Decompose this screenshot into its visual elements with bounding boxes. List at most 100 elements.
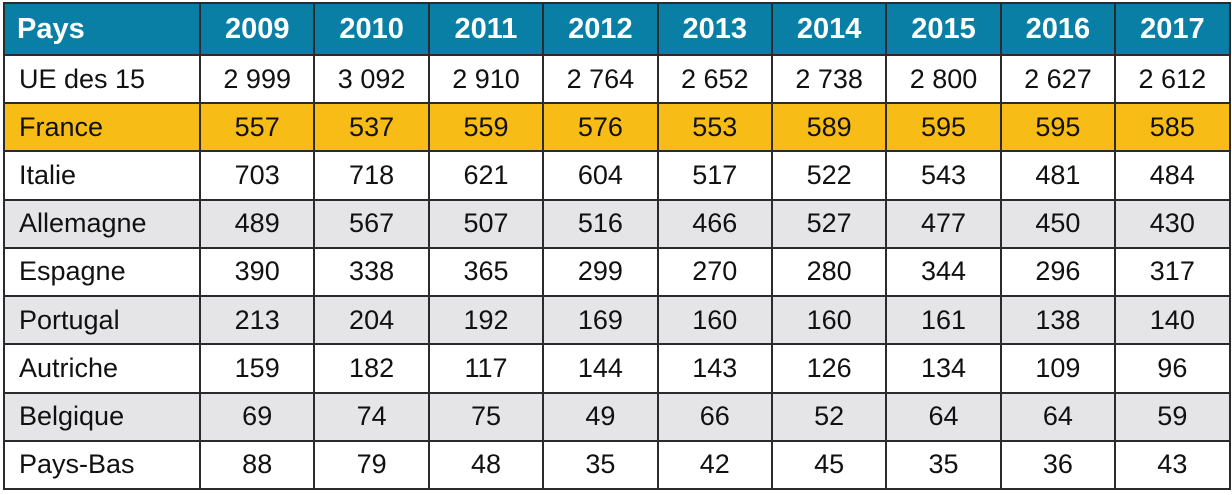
value-cell: 477	[885, 198, 1002, 249]
value-cell: 517	[656, 150, 773, 201]
value-cell: 537	[313, 102, 430, 153]
value-cell: 576	[542, 102, 659, 153]
value-cell: 280	[770, 246, 888, 298]
value-cell: 338	[313, 246, 430, 298]
value-cell: 567	[313, 198, 430, 249]
value-cell: 2 910	[427, 53, 545, 105]
table-row-highlighted: France 557 537 559 576 553 589 595 595 5…	[3, 102, 1231, 153]
column-header-year: 2011	[427, 2, 545, 56]
value-cell: 595	[885, 102, 1002, 153]
column-header-year: 2013	[656, 2, 773, 56]
country-cell: Autriche	[3, 343, 201, 394]
value-cell: 52	[770, 391, 888, 442]
country-cell: Espagne	[3, 246, 201, 298]
country-year-table: Pays 2009 2010 2011 2012 2013 2014 2015 …	[3, 2, 1231, 491]
value-cell: 589	[770, 102, 888, 153]
value-cell: 595	[999, 102, 1117, 153]
table-row: Portugal 213 204 192 169 160 160 161 138…	[3, 295, 1231, 346]
column-header-year: 2012	[542, 2, 659, 56]
value-cell: 296	[999, 246, 1117, 298]
value-cell: 204	[313, 295, 430, 346]
value-cell: 35	[885, 439, 1002, 491]
value-cell: 35	[542, 439, 659, 491]
value-cell: 143	[656, 343, 773, 394]
value-cell: 299	[542, 246, 659, 298]
value-cell: 522	[770, 150, 888, 201]
value-cell: 48	[427, 439, 545, 491]
value-cell: 2 764	[542, 53, 659, 105]
value-cell: 2 612	[1114, 53, 1231, 105]
value-cell: 481	[999, 150, 1117, 201]
table-row: Espagne 390 338 365 299 270 280 344 296 …	[3, 246, 1231, 298]
value-cell: 604	[542, 150, 659, 201]
country-cell: Portugal	[3, 295, 201, 346]
value-cell: 88	[198, 439, 316, 491]
value-cell: 126	[770, 343, 888, 394]
value-cell: 703	[198, 150, 316, 201]
value-cell: 390	[198, 246, 316, 298]
value-cell: 182	[313, 343, 430, 394]
value-cell: 2 738	[770, 53, 888, 105]
value-cell: 317	[1114, 246, 1231, 298]
value-cell: 344	[885, 246, 1002, 298]
value-cell: 66	[656, 391, 773, 442]
value-cell: 213	[198, 295, 316, 346]
value-cell: 138	[999, 295, 1117, 346]
value-cell: 117	[427, 343, 545, 394]
table-row: Allemagne 489 567 507 516 466 527 477 45…	[3, 198, 1231, 249]
value-cell: 621	[427, 150, 545, 201]
value-cell: 42	[656, 439, 773, 491]
value-cell: 2 800	[885, 53, 1002, 105]
value-cell: 49	[542, 391, 659, 442]
value-cell: 527	[770, 198, 888, 249]
value-cell: 43	[1114, 439, 1231, 491]
value-cell: 543	[885, 150, 1002, 201]
value-cell: 64	[885, 391, 1002, 442]
table-row: Autriche 159 182 117 144 143 126 134 109…	[3, 343, 1231, 394]
column-header-year: 2016	[999, 2, 1117, 56]
value-cell: 270	[656, 246, 773, 298]
value-cell: 169	[542, 295, 659, 346]
value-cell: 2 652	[656, 53, 773, 105]
header-row: Pays 2009 2010 2011 2012 2013 2014 2015 …	[3, 2, 1231, 56]
value-cell: 144	[542, 343, 659, 394]
value-cell: 96	[1114, 343, 1231, 394]
value-cell: 36	[999, 439, 1117, 491]
value-cell: 69	[198, 391, 316, 442]
value-cell: 450	[999, 198, 1117, 249]
value-cell: 45	[770, 439, 888, 491]
value-cell: 134	[885, 343, 1002, 394]
value-cell: 430	[1114, 198, 1231, 249]
value-cell: 365	[427, 246, 545, 298]
value-cell: 140	[1114, 295, 1231, 346]
value-cell: 59	[1114, 391, 1231, 442]
table-row: UE des 15 2 999 3 092 2 910 2 764 2 652 …	[3, 53, 1231, 105]
country-cell: Belgique	[3, 391, 201, 442]
value-cell: 79	[313, 439, 430, 491]
table-row: Belgique 69 74 75 49 66 52 64 64 59	[3, 391, 1231, 442]
column-header-year: 2017	[1114, 2, 1231, 56]
value-cell: 557	[198, 102, 316, 153]
country-cell: UE des 15	[3, 53, 201, 105]
value-cell: 161	[885, 295, 1002, 346]
value-cell: 466	[656, 198, 773, 249]
value-cell: 74	[313, 391, 430, 442]
country-cell: France	[3, 102, 201, 153]
value-cell: 160	[770, 295, 888, 346]
column-header-year: 2010	[313, 2, 430, 56]
value-cell: 516	[542, 198, 659, 249]
column-header-country: Pays	[3, 2, 201, 56]
value-cell: 507	[427, 198, 545, 249]
value-cell: 489	[198, 198, 316, 249]
table-row: Pays-Bas 88 79 48 35 42 45 35 36 43	[3, 439, 1231, 491]
value-cell: 75	[427, 391, 545, 442]
country-cell: Italie	[3, 150, 201, 201]
value-cell: 160	[656, 295, 773, 346]
value-cell: 192	[427, 295, 545, 346]
value-cell: 2 999	[198, 53, 316, 105]
value-cell: 559	[427, 102, 545, 153]
value-cell: 484	[1114, 150, 1231, 201]
column-header-year: 2009	[198, 2, 316, 56]
value-cell: 2 627	[999, 53, 1117, 105]
